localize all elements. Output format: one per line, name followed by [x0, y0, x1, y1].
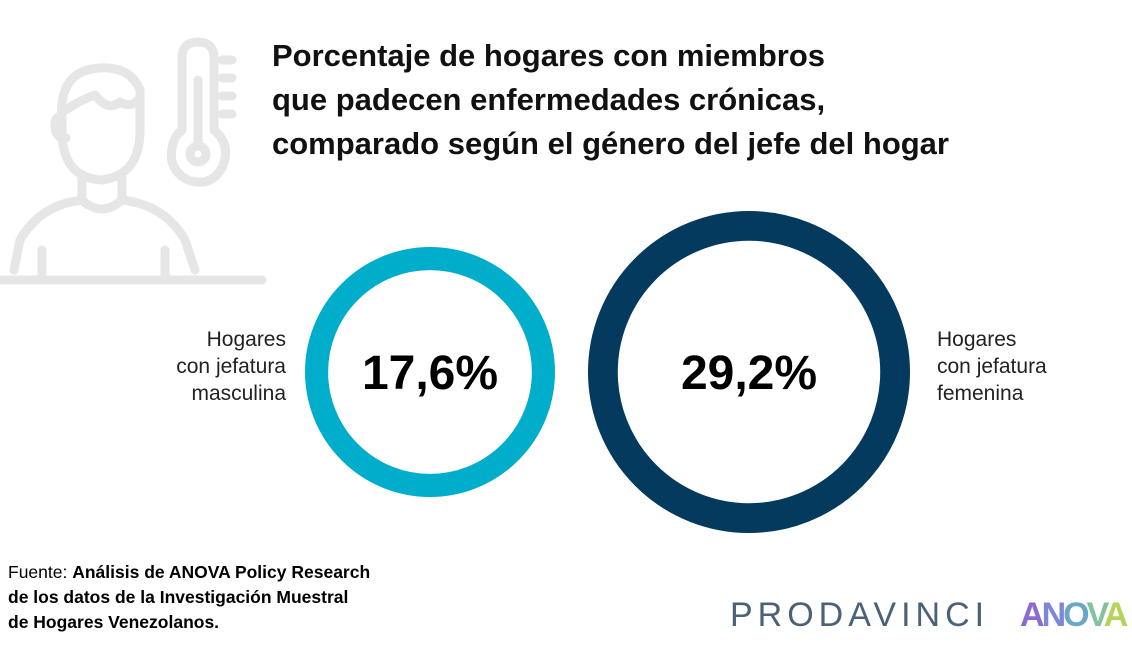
ring-0 — [305, 247, 555, 497]
ring-1 — [588, 211, 911, 533]
label-left-line-3: masculina — [191, 382, 286, 405]
person-thermometer-icon — [0, 37, 267, 285]
label-right-line-2: con jefatura — [937, 355, 1047, 378]
chart-title: Porcentaje de hogares con miembros que p… — [272, 34, 1032, 166]
title-line-2: que padecen enfermedades crónicas, — [272, 82, 826, 117]
prodavinci-logo: PRODAVINCI — [730, 596, 990, 634]
title-line-3: comparado según el género del jefe del h… — [272, 126, 949, 161]
label-left-line-1: Hogares — [206, 328, 286, 351]
source-note: Fuente: Análisis de ANOVA Policy Researc… — [8, 560, 370, 635]
source-line-1: Análisis de ANOVA Policy Research — [72, 562, 371, 582]
source-line-2: de los datos de la Investigación Muestra… — [8, 587, 349, 607]
label-right-line-1: Hogares — [937, 328, 1017, 351]
label-right-line-3: femenina — [937, 382, 1024, 405]
anova-logo: ANOVA — [1020, 596, 1128, 634]
source-prefix: Fuente: — [8, 562, 73, 582]
value-label-0: 17,6% — [362, 347, 498, 400]
label-masculina: Hogares con jefatura masculina — [140, 326, 286, 407]
source-line-3: de Hogares Venezolanos. — [8, 612, 220, 632]
title-line-1: Porcentaje de hogares con miembros — [272, 38, 826, 73]
label-femenina: Hogares con jefatura femenina — [937, 326, 1117, 407]
value-label-1: 29,2% — [681, 347, 817, 400]
label-left-line-2: con jefatura — [176, 355, 286, 378]
